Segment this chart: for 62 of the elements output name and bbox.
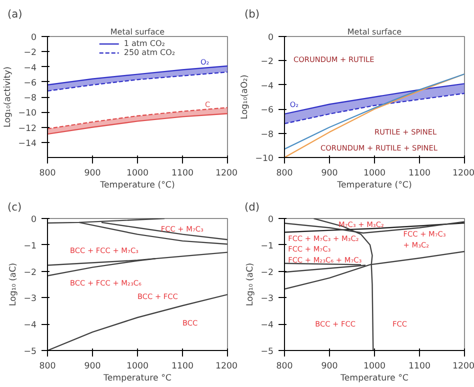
y-tick-label: −14	[18, 138, 37, 149]
y-tick-label: −10	[18, 108, 37, 119]
chart-title: Metal surface	[347, 28, 402, 36]
x-tick-label: 1000	[126, 362, 149, 372]
x-tick-label: 1100	[408, 362, 431, 372]
x-tick-label: 900	[84, 168, 101, 178]
text: (c)	[8, 200, 22, 214]
legend-label: 1 atm CO₂	[124, 39, 165, 48]
y-axis-title: Log₁₀ (aC)	[246, 262, 256, 306]
x-axis-title: Temperature (°C)	[336, 180, 412, 190]
x-tick-label: 800	[39, 362, 56, 372]
x-axis-title: Temperature °C	[102, 374, 172, 384]
x-tick-label: 1000	[363, 168, 386, 178]
text: (d)	[244, 200, 260, 214]
x-tick-label: 1100	[171, 168, 194, 178]
y-tick-label: −6	[24, 78, 37, 88]
y-tick-label: −3	[260, 294, 274, 304]
y-tick-label: 0	[30, 33, 37, 43]
y-tick-label: 0	[268, 215, 274, 225]
x-tick-label: 1200	[452, 168, 474, 178]
x-tick-label: 800	[276, 168, 293, 178]
y-tick-label: −4	[24, 63, 37, 74]
y-tick-label: −4	[24, 320, 37, 331]
x-tick-label: 1200	[215, 168, 238, 178]
y-tick-label: −1	[24, 241, 37, 252]
x-tick-label: 900	[321, 168, 338, 178]
y-tick-label: −10	[255, 154, 274, 164]
text: (a)	[8, 8, 22, 20]
y-tick-label: −5	[260, 347, 274, 357]
y-tick-label: −5	[24, 347, 37, 357]
y-axis-title: Log₁₀(activity)	[3, 66, 14, 128]
y-tick-label: −4	[260, 320, 274, 331]
y-tick-label: −2	[24, 48, 37, 58]
y-axis-title: Log₁₀(aO₂)	[240, 74, 250, 120]
y-tick-label: 0	[268, 33, 274, 43]
y-tick-label: −4	[260, 81, 274, 92]
y-tick-label: −2	[260, 268, 274, 278]
y-axis-title: Log₁₀ (aC)	[8, 262, 19, 306]
x-tick-label: 1200	[452, 362, 474, 372]
x-tick-label: 1100	[171, 362, 194, 372]
y-tick-label: −2	[24, 268, 37, 278]
x-tick-label: 900	[321, 362, 338, 372]
x-axis-title: Temperature °C	[340, 374, 408, 384]
y-tick-label: −1	[260, 241, 274, 252]
y-tick-label: −12	[18, 124, 37, 134]
y-tick-label: −3	[24, 294, 37, 304]
y-tick-label: −2	[260, 57, 274, 68]
x-tick-label: 1000	[363, 362, 386, 372]
x-tick-label: 800	[276, 362, 293, 372]
x-tick-label: 1200	[215, 362, 238, 372]
y-tick-label: 0	[30, 215, 37, 225]
x-axis-title: Temperature (°C)	[99, 180, 175, 190]
y-tick-label: −8	[260, 130, 274, 140]
text: (b)	[244, 8, 260, 20]
x-tick-label: 1000	[126, 168, 149, 178]
x-tick-label: 800	[39, 168, 56, 178]
x-tick-label: 900	[84, 362, 101, 372]
x-tick-label: 1100	[408, 168, 431, 178]
y-tick-label: −8	[24, 94, 37, 104]
chart-title: Metal surface	[110, 28, 165, 36]
legend-label: 250 atm CO₂	[124, 48, 176, 57]
y-tick-label: −6	[260, 106, 274, 116]
